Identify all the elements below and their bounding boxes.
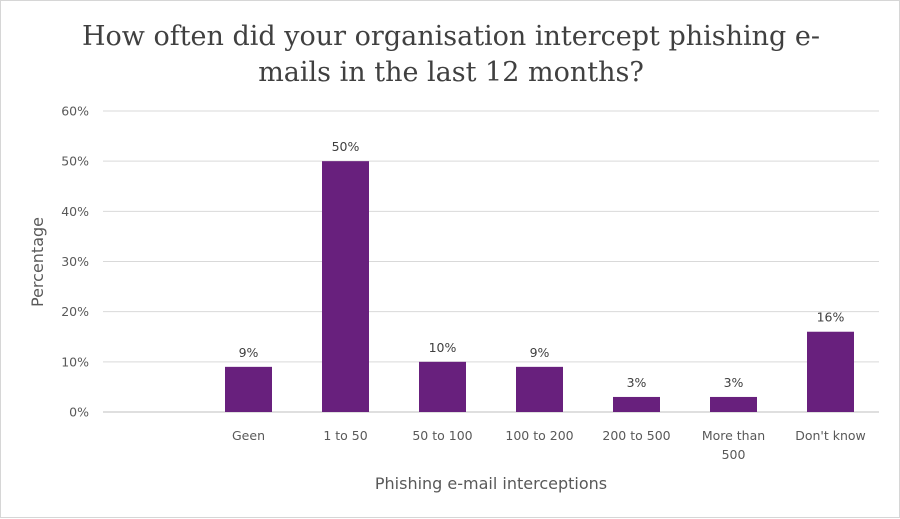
- y-tick-label: 30%: [61, 254, 89, 269]
- y-tick-label: 0%: [69, 405, 89, 420]
- bar: [322, 161, 369, 412]
- data-label: 50%: [332, 139, 360, 154]
- data-label: 10%: [429, 340, 457, 355]
- bar: [613, 396, 660, 412]
- bar: [710, 396, 757, 412]
- chart-title-line: mails in the last 12 months?: [258, 57, 644, 88]
- bars: [225, 161, 854, 412]
- bar: [419, 361, 466, 412]
- y-axis-ticks: 0% 10% 20% 30% 40% 50% 60%: [61, 104, 89, 420]
- x-tick-label: 200 to 500: [602, 428, 670, 443]
- x-tick-label: Geen: [232, 428, 265, 443]
- y-tick-label: 10%: [61, 354, 89, 369]
- gridlines: [103, 110, 879, 413]
- x-axis-ticks: Geen 1 to 50 50 to 100 100 to 200 200 to 500…: [232, 428, 866, 462]
- data-label: 16%: [817, 310, 845, 325]
- x-tick-label: Don't know: [795, 428, 866, 443]
- x-tick-label: 100 to 200: [505, 428, 573, 443]
- data-labels: 9% 50% 10% 9% 3% 3% 16%: [239, 139, 845, 390]
- x-tick-label: More than: [702, 428, 765, 443]
- x-axis-title: Phishing e-mail interceptions: [375, 474, 607, 493]
- bar: [516, 366, 563, 412]
- y-tick-label: 20%: [61, 304, 89, 319]
- x-tick-label: 50 to 100: [412, 428, 472, 443]
- data-label: 9%: [530, 345, 550, 360]
- bar: [225, 366, 272, 412]
- bar: [807, 331, 854, 412]
- y-tick-label: 40%: [61, 204, 89, 219]
- y-tick-label: 60%: [61, 104, 89, 119]
- chart-title-line: How often did your organisation intercep…: [82, 21, 820, 52]
- data-label: 3%: [724, 375, 744, 390]
- data-label: 9%: [239, 345, 259, 360]
- data-label: 3%: [627, 375, 647, 390]
- y-tick-label: 50%: [61, 154, 89, 169]
- y-axis-title: Percentage: [28, 217, 47, 307]
- chart-title: How often did your organisation intercep…: [82, 21, 820, 88]
- x-tick-label: 1 to 50: [323, 428, 367, 443]
- x-tick-label: 500: [722, 447, 746, 462]
